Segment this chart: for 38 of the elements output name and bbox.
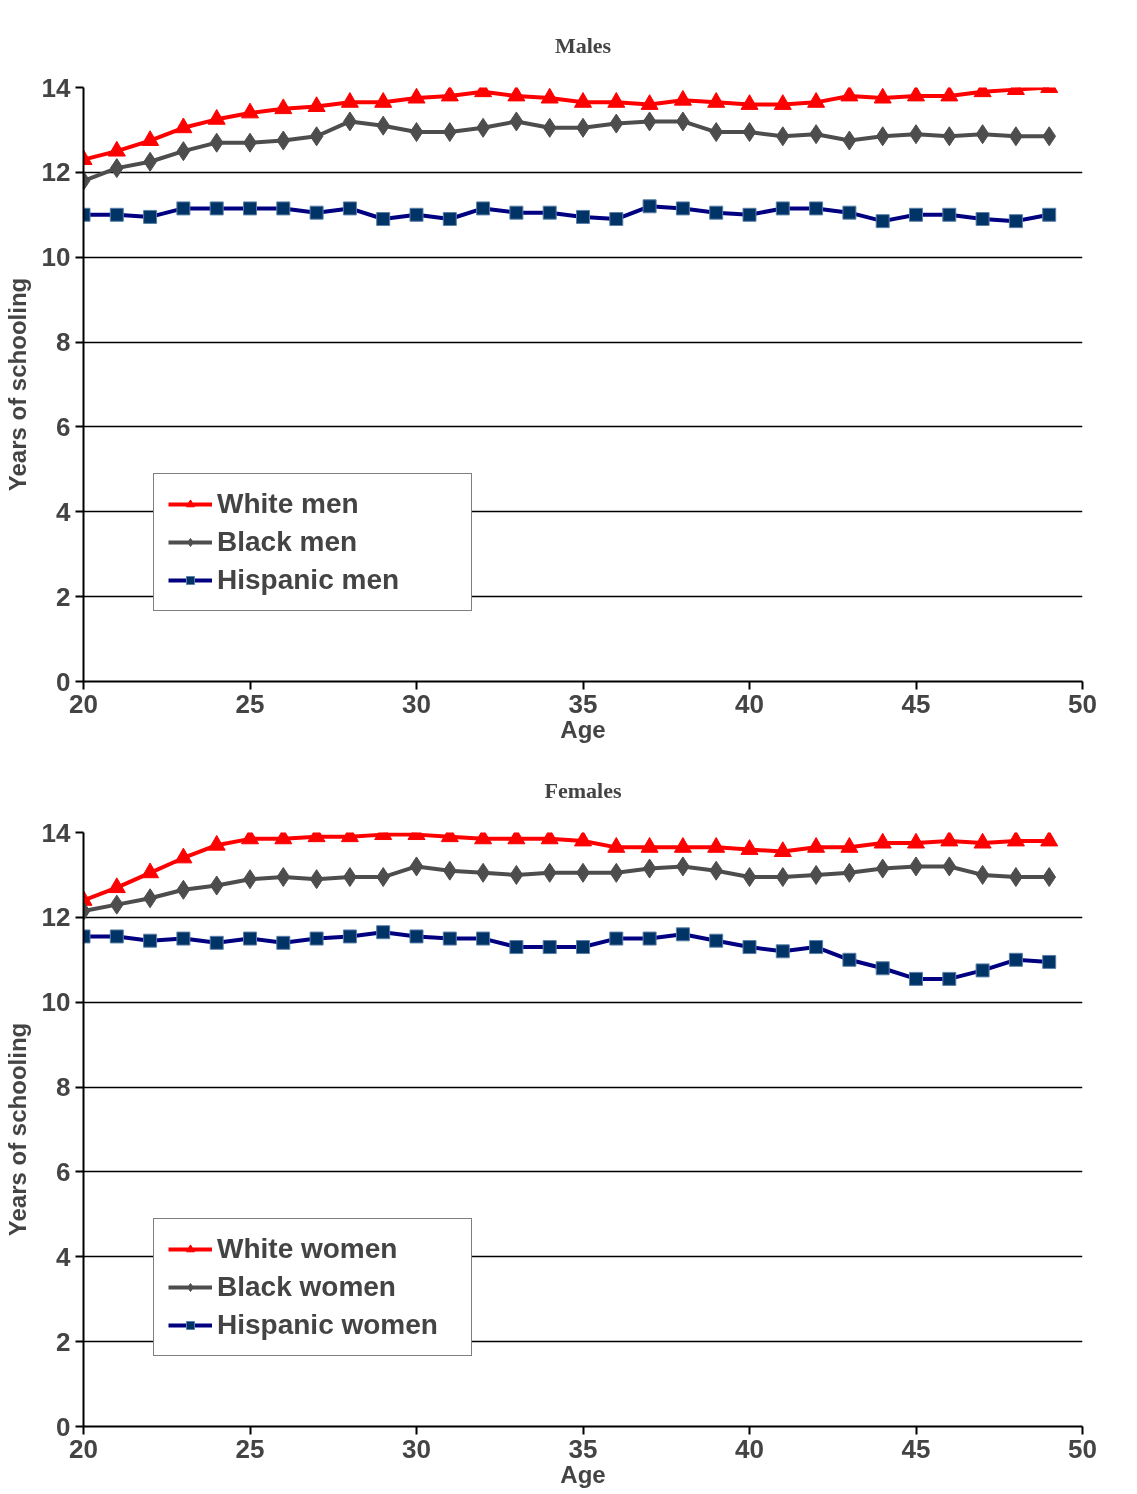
y-axis-title: Years of schooling	[3, 277, 31, 492]
chart-title: Males	[554, 32, 612, 58]
x-tick-label: 45	[901, 1433, 931, 1464]
x-tick-label: 25	[235, 1433, 265, 1464]
x-tick-label: 40	[735, 1433, 764, 1464]
legend-label: Hispanic men	[217, 564, 401, 596]
y-tick-label: 2	[56, 581, 71, 612]
y-tick-label: 14	[41, 817, 72, 848]
y-tick-label: 0	[56, 1411, 71, 1442]
y-axis-title: Years of schooling	[3, 1022, 31, 1237]
y-tick-label: 2	[56, 1326, 71, 1357]
y-tick-label: 6	[56, 1156, 71, 1187]
x-tick-label: 30	[402, 1433, 431, 1464]
x-tick-label: 40	[735, 688, 764, 719]
legend-label: Hispanic women	[217, 1309, 439, 1341]
y-tick-label: 14	[41, 72, 72, 103]
legend-label: White men	[217, 488, 360, 520]
y-tick-label: 12	[41, 902, 71, 933]
y-tick-label: 4	[56, 1241, 72, 1272]
x-tick-label: 50	[1068, 688, 1097, 719]
y-tick-label: 12	[41, 157, 71, 188]
y-tick-label: 10	[41, 987, 71, 1018]
x-tick-label: 20	[69, 688, 98, 719]
y-tick-label: 6	[56, 411, 71, 442]
legend-label: Black women	[217, 1271, 397, 1303]
x-tick-label: 30	[402, 688, 431, 719]
legend-label: Black men	[217, 526, 359, 558]
x-tick-label: 20	[69, 1433, 98, 1464]
x-tick-label: 45	[901, 688, 931, 719]
y-tick-label: 8	[56, 327, 71, 358]
x-tick-label: 50	[1068, 1433, 1097, 1464]
y-tick-label: 8	[56, 1072, 71, 1103]
y-tick-label: 0	[56, 666, 71, 697]
y-tick-label: 4	[56, 496, 72, 527]
y-tick-label: 10	[41, 242, 71, 273]
chart-title: Females	[544, 777, 622, 803]
legend-label: White women	[217, 1233, 399, 1265]
x-tick-label: 25	[235, 688, 265, 719]
